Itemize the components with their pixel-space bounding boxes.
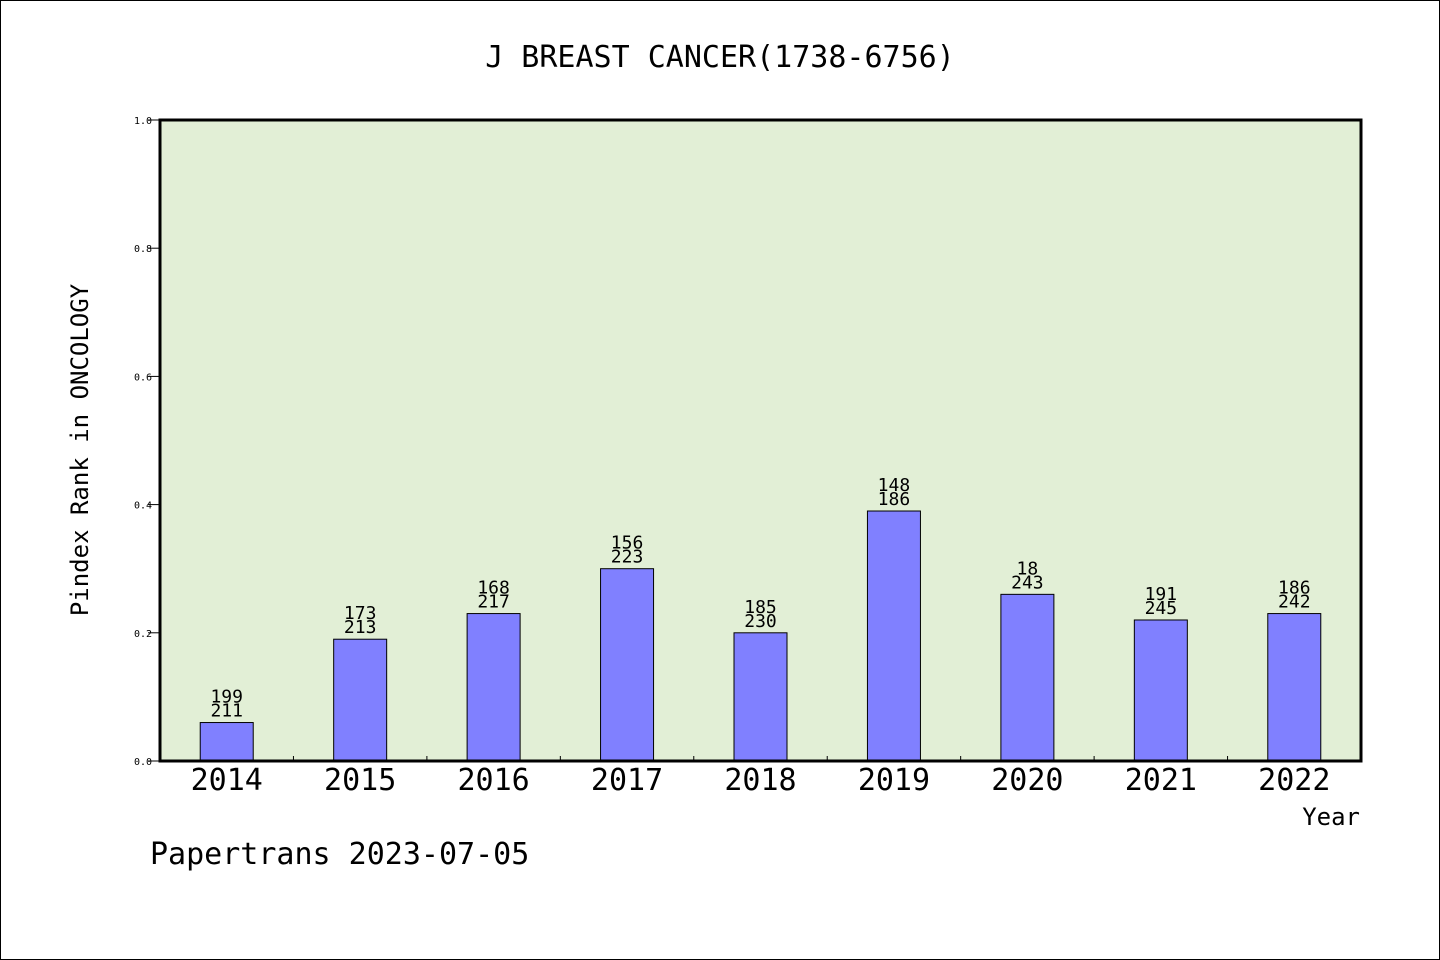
bar-2022 — [1267, 613, 1322, 762]
x-tick-label: 2016 — [457, 763, 529, 798]
footer-text: Papertrans 2023-07-05 — [150, 837, 529, 872]
x-tick-label: 2018 — [724, 763, 796, 798]
bar-label-bottom: 243 — [1011, 572, 1044, 593]
bar-label-bottom: 242 — [1278, 592, 1311, 613]
bar-label-top: 156 — [611, 533, 644, 554]
bar-label-top: 173 — [344, 603, 377, 624]
y-tick-label: 0.8 — [134, 244, 152, 255]
bar-2016 — [466, 613, 521, 762]
bar-label-bottom: 223 — [611, 547, 644, 568]
bar-label-top: 18 — [1017, 558, 1039, 579]
bar-label-bottom: 186 — [878, 489, 911, 510]
chart-title: J BREAST CANCER(1738-6756) — [485, 40, 955, 75]
bar-label-bottom: 213 — [344, 617, 377, 638]
bar-label-top: 199 — [210, 687, 243, 708]
bar-2019 — [866, 510, 921, 762]
x-tick-label: 2019 — [858, 763, 930, 798]
x-axis: 2014 2015 2016 2017 2018 2019 2020 2021 2022 — [191, 756, 1330, 798]
x-tick-label: 2015 — [324, 763, 396, 798]
bar-label-top: 191 — [1145, 584, 1178, 605]
y-tick-label: 0.6 — [134, 372, 152, 383]
bar-2017 — [600, 568, 655, 762]
plot-border — [158, 118, 1363, 763]
x-tick-label: 2020 — [991, 763, 1063, 798]
y-axis-label: Pindex Rank in ONCOLOGY — [66, 283, 94, 616]
bar-2018 — [733, 632, 788, 762]
x-tick-label: 2014 — [191, 763, 263, 798]
bar-label-top: 168 — [477, 578, 510, 599]
bar-2020 — [1000, 593, 1055, 762]
bar-label-bottom: 245 — [1145, 598, 1178, 619]
bar-label-top: 148 — [878, 475, 911, 496]
bar-2021 — [1133, 619, 1188, 762]
bar-2014 — [199, 722, 254, 762]
y-tick-label: 0.4 — [134, 501, 152, 512]
y-tick-label: 0.0 — [134, 757, 152, 768]
x-axis-label: Year — [1302, 803, 1360, 831]
y-axis: 0.0 0.2 0.4 0.6 0.8 1.0 — [134, 116, 160, 768]
x-tick-label: 2017 — [591, 763, 663, 798]
bar-label-top: 185 — [744, 597, 777, 618]
bar-label-top: 186 — [1278, 578, 1311, 599]
bars-group: 1992111732131682171562231852301481861824… — [199, 475, 1322, 762]
bar-label-bottom: 211 — [210, 701, 243, 722]
bar-label-bottom: 217 — [477, 592, 510, 613]
bar-label-bottom: 230 — [744, 611, 777, 632]
y-tick-label: 1.0 — [134, 116, 152, 127]
y-tick-label: 0.2 — [134, 629, 152, 640]
x-tick-label: 2022 — [1258, 763, 1330, 798]
x-tick-label: 2021 — [1125, 763, 1197, 798]
bar-2015 — [333, 638, 388, 762]
